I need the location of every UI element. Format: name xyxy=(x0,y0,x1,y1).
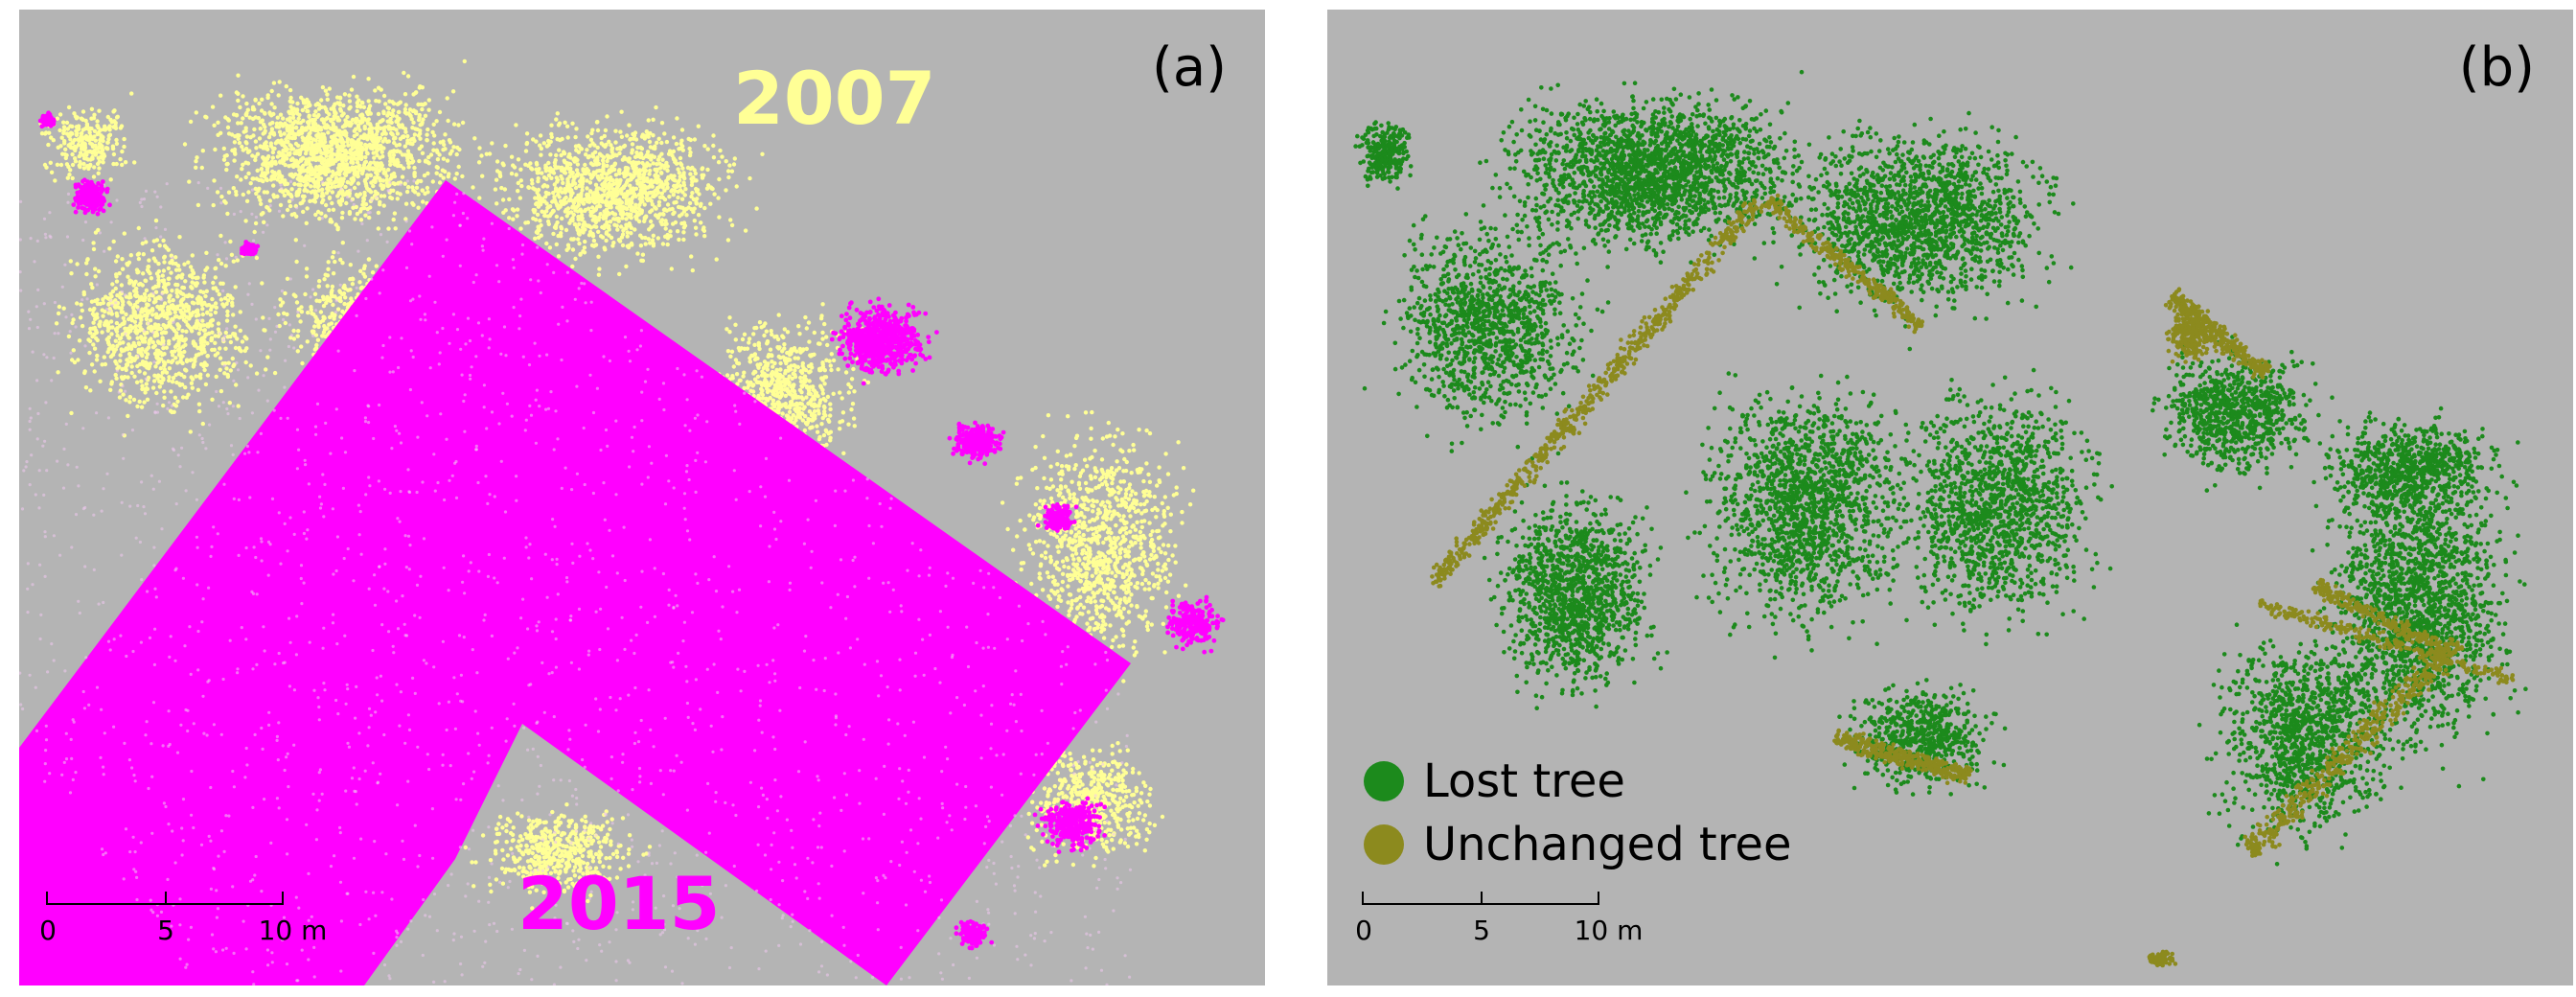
map-panel-a: (a) 2007 2015 0 5 10 m xyxy=(19,10,1265,985)
map-panel-b: (b) Lost tree Unchanged tree 0 5 10 m xyxy=(1327,10,2573,985)
legend-swatch-unchanged xyxy=(1364,824,1404,865)
scale-tick-10: 10 m xyxy=(1575,915,1644,946)
scale-tick-0: 0 xyxy=(1355,915,1372,946)
scale-tick-10: 10 m xyxy=(259,915,328,946)
scale-unit: m xyxy=(301,915,327,946)
panel-label-a: (a) xyxy=(1152,36,1227,99)
year-label-2015: 2015 xyxy=(518,861,721,946)
legend-item-lost: Lost tree xyxy=(1364,750,1792,813)
legend-item-unchanged: Unchanged tree xyxy=(1364,813,1792,876)
scale-tick-0: 0 xyxy=(39,915,57,946)
legend-swatch-lost xyxy=(1364,761,1404,801)
year-label-2007: 2007 xyxy=(733,56,936,141)
point-cloud-a xyxy=(19,58,1226,985)
scale-unit: m xyxy=(1617,915,1643,946)
scale-tick-5: 5 xyxy=(1473,915,1490,946)
legend: Lost tree Unchanged tree xyxy=(1364,750,1792,876)
panel-label-b: (b) xyxy=(2459,36,2535,99)
point-cloud-b xyxy=(1353,69,2528,968)
legend-label-lost: Lost tree xyxy=(1423,754,1625,808)
legend-label-unchanged: Unchanged tree xyxy=(1423,818,1792,871)
scale-tick-5: 5 xyxy=(157,915,174,946)
